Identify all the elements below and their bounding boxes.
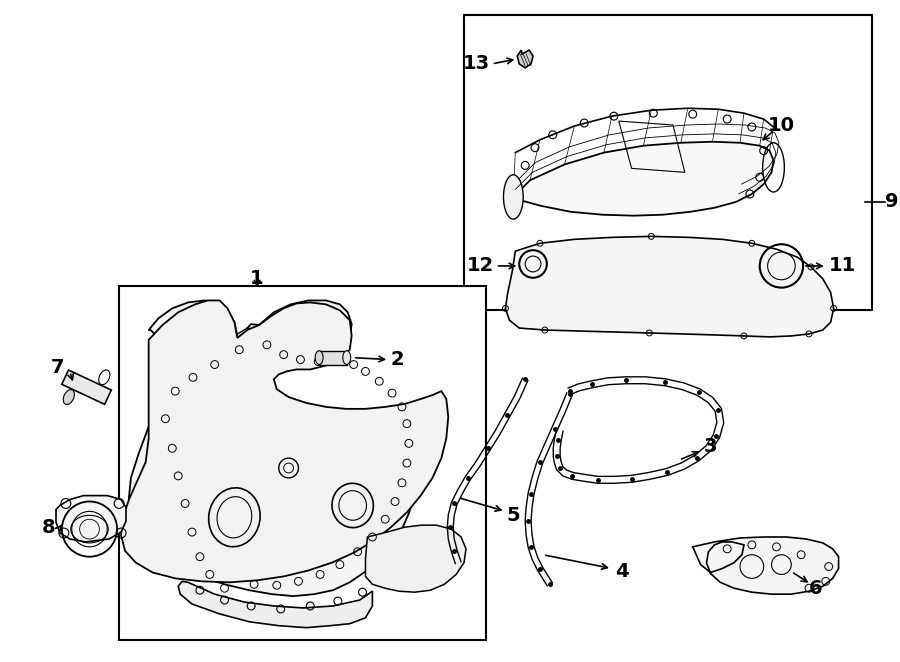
Text: 12: 12 — [466, 256, 493, 275]
Text: 9: 9 — [885, 193, 898, 211]
Polygon shape — [122, 301, 448, 583]
Bar — [320, 351, 346, 365]
Polygon shape — [693, 537, 839, 594]
Ellipse shape — [503, 175, 523, 219]
Bar — [62, 370, 112, 404]
Text: 5: 5 — [507, 506, 520, 525]
Text: 8: 8 — [41, 518, 55, 537]
Text: 6: 6 — [809, 579, 823, 598]
Polygon shape — [518, 50, 533, 68]
Polygon shape — [365, 525, 466, 592]
Ellipse shape — [343, 351, 351, 365]
Ellipse shape — [315, 351, 323, 365]
Polygon shape — [178, 581, 373, 628]
Text: 10: 10 — [768, 115, 795, 134]
Polygon shape — [160, 365, 210, 438]
Bar — [464, 15, 872, 310]
Ellipse shape — [63, 390, 75, 404]
Text: 4: 4 — [615, 562, 628, 581]
Polygon shape — [234, 328, 261, 361]
Polygon shape — [148, 301, 238, 373]
Polygon shape — [56, 496, 126, 542]
Text: 1: 1 — [250, 269, 264, 288]
Text: 13: 13 — [463, 54, 490, 73]
Text: 2: 2 — [391, 350, 404, 369]
Polygon shape — [506, 236, 833, 337]
Bar — [119, 286, 486, 640]
Text: 7: 7 — [51, 358, 65, 377]
Polygon shape — [129, 426, 417, 596]
Polygon shape — [248, 301, 352, 367]
Text: 11: 11 — [829, 256, 856, 275]
Text: 3: 3 — [704, 437, 717, 456]
Polygon shape — [510, 142, 773, 216]
